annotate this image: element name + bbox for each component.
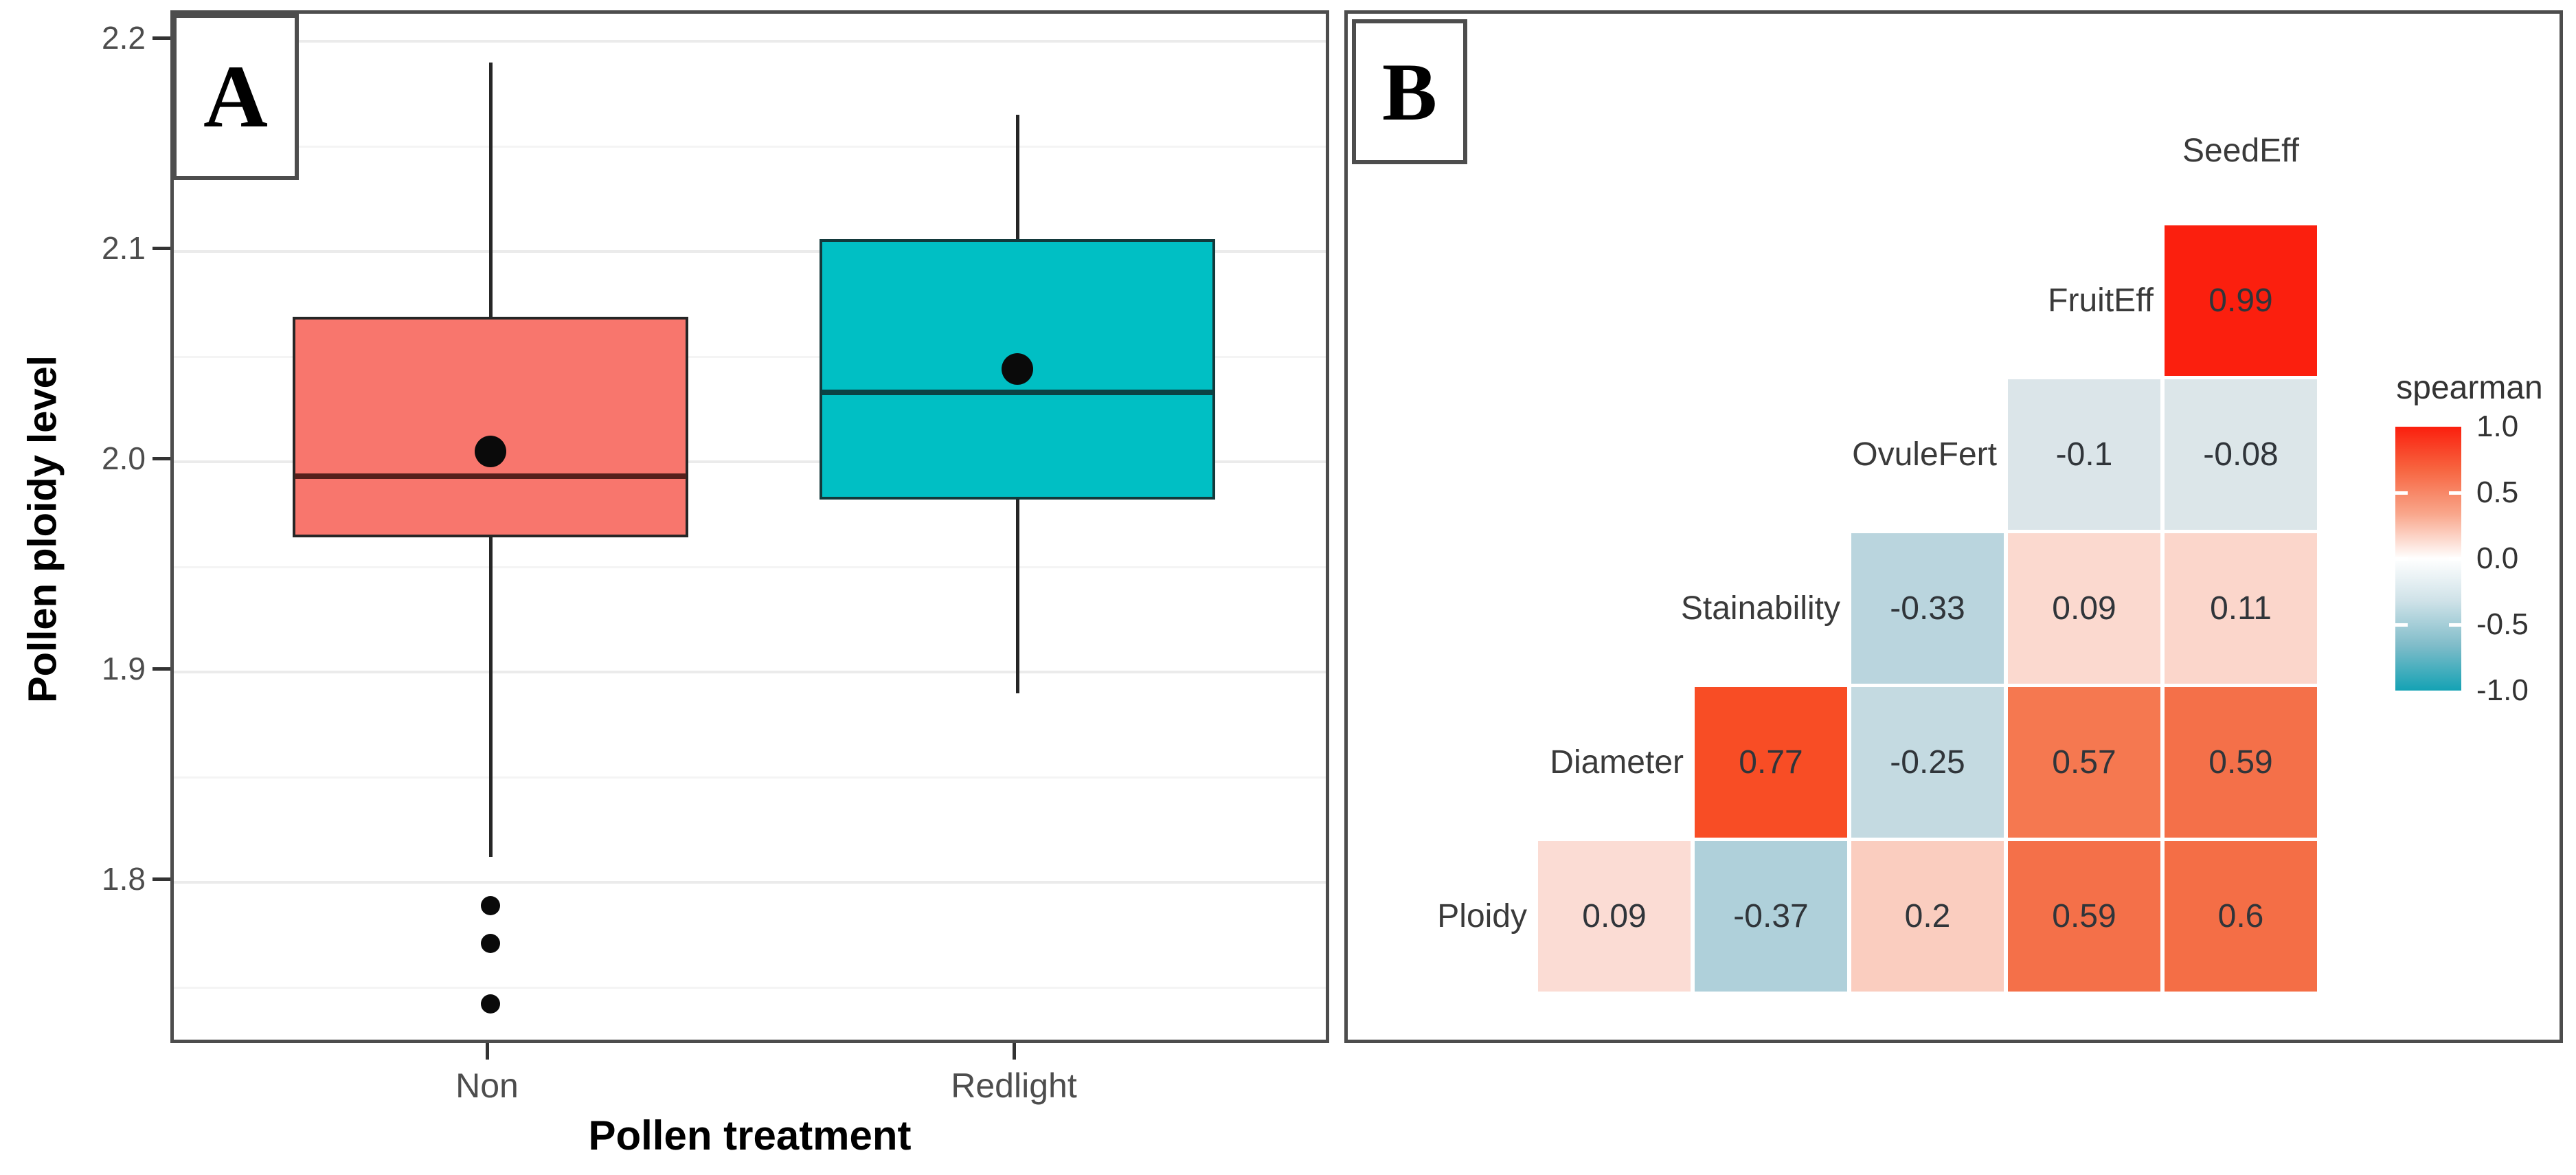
heatmap-row-label: OvuleFert xyxy=(1852,436,1997,473)
minor-gridline xyxy=(174,566,1326,568)
panel-b-letter-box: B xyxy=(1352,19,1467,164)
outlier-dot xyxy=(481,895,500,915)
legend-tick-label: 0.5 xyxy=(2476,475,2519,509)
major-gridline xyxy=(174,250,1326,253)
y-axis-tick xyxy=(152,247,170,250)
y-axis-tick xyxy=(152,457,170,460)
legend-tick-label: -0.5 xyxy=(2476,607,2529,641)
legend-tick-label: -1.0 xyxy=(2476,673,2529,707)
major-gridline xyxy=(174,40,1326,43)
correlation-cell: 0.09 xyxy=(2008,533,2160,684)
correlation-cell: 0.59 xyxy=(2008,841,2160,992)
correlation-cell: 0.6 xyxy=(2165,841,2317,992)
correlation-cell: 0.2 xyxy=(1851,841,2004,992)
correlation-cell: 0.57 xyxy=(2008,687,2160,838)
outlier-dot xyxy=(481,994,500,1014)
legend-tick-notch xyxy=(2449,491,2461,495)
legend-tick-label: 0.0 xyxy=(2476,541,2519,575)
y-axis-tick-label: 1.8 xyxy=(102,861,146,897)
boxplot-non xyxy=(174,14,1326,1040)
correlation-cell: 0.59 xyxy=(2165,687,2317,838)
mean-dot xyxy=(475,435,506,467)
median-line xyxy=(822,390,1213,396)
heatmap-top-label-seedeff: SeedEff xyxy=(2182,133,2299,169)
upper-whisker xyxy=(1016,115,1019,239)
major-gridline xyxy=(174,881,1326,884)
y-axis-tick xyxy=(152,877,170,881)
x-axis-title: Pollen treatment xyxy=(588,1112,912,1159)
y-axis-tick-label: 1.9 xyxy=(102,651,146,686)
legend-colorbar xyxy=(2395,427,2461,691)
correlation-cell: -0.08 xyxy=(2165,379,2317,530)
heatmap-row-label: FruitEff xyxy=(2048,282,2154,319)
heatmap-row-label: Diameter xyxy=(1550,743,1684,781)
lower-whisker xyxy=(489,537,493,858)
correlation-cell: -0.37 xyxy=(1695,841,1847,992)
correlation-cell: 0.11 xyxy=(2165,533,2317,684)
legend-tick-notch xyxy=(2449,623,2461,627)
y-axis-tick-label: 2.1 xyxy=(102,230,146,266)
legend-title: spearman xyxy=(2396,370,2543,406)
minor-gridline xyxy=(174,987,1326,989)
y-axis-tick-label: 2.2 xyxy=(102,20,146,56)
x-axis-tick xyxy=(486,1043,489,1060)
iqr-box xyxy=(293,316,688,538)
major-gridline xyxy=(174,671,1326,673)
y-axis-title: Pollen ploidy level xyxy=(20,355,65,704)
y-axis-tick-label: 2.0 xyxy=(102,440,146,476)
legend-tick-notch xyxy=(2395,557,2408,561)
minor-gridline xyxy=(174,356,1326,358)
major-gridline xyxy=(174,460,1326,463)
mean-dot xyxy=(1002,353,1033,385)
outlier-dot xyxy=(481,933,500,953)
panel-b-heatmap: 0.99 -0.1 -0.08 -0.33 0.09 0.11 0.77 -0.25 0.57 0… xyxy=(1344,10,2563,1043)
panel-a-boxplot: A xyxy=(170,10,1329,1043)
correlation-cell: -0.25 xyxy=(1851,687,2004,838)
y-axis-tick xyxy=(152,667,170,671)
correlation-cell: -0.1 xyxy=(2008,379,2160,530)
legend-tick-notch xyxy=(2395,491,2408,495)
upper-whisker xyxy=(489,62,493,317)
correlation-cell: -0.33 xyxy=(1851,533,2004,684)
legend-tick-label: 1.0 xyxy=(2476,410,2519,443)
lower-whisker xyxy=(1016,500,1019,693)
correlation-cell: 0.99 xyxy=(2165,225,2317,376)
correlation-cell: 0.77 xyxy=(1695,687,1847,838)
y-axis-tick xyxy=(152,36,170,40)
legend-tick-notch xyxy=(2395,623,2408,627)
correlation-cell: 0.09 xyxy=(1538,841,1691,992)
boxplot-redlight xyxy=(174,14,1326,1040)
panel-a-letter-box: A xyxy=(172,14,299,180)
x-axis-category-label: Non xyxy=(455,1066,519,1105)
legend-tick-notch xyxy=(2449,557,2461,561)
median-line xyxy=(295,473,686,480)
minor-gridline xyxy=(174,146,1326,148)
minor-gridline xyxy=(174,776,1326,779)
x-axis-tick xyxy=(1013,1043,1016,1060)
heatmap-row-label: Ploidy xyxy=(1437,897,1527,935)
heatmap-row-label: Stainability xyxy=(1680,590,1840,627)
x-axis-category-label: Redlight xyxy=(951,1066,1077,1105)
panel-a-letter: A xyxy=(203,47,268,146)
panel-b-letter: B xyxy=(1381,45,1438,137)
